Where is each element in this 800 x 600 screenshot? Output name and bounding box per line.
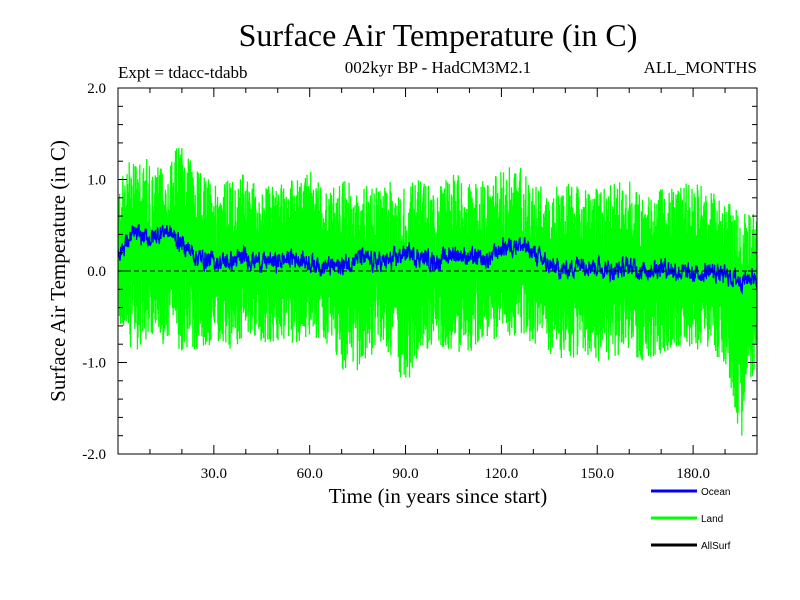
x-tick-label: 60.0 [297, 466, 323, 482]
chart-title: Surface Air Temperature (in C) [239, 17, 638, 53]
x-axis-label: Time (in years since start) [329, 484, 548, 508]
y-tick-label: -2.0 [82, 447, 106, 463]
subtitle-months: ALL_MONTHS [644, 58, 757, 77]
y-tick-label: 2.0 [87, 81, 106, 97]
x-tick-label: 180.0 [676, 466, 710, 482]
series-land-line [118, 148, 757, 436]
x-tick-label: 90.0 [392, 466, 418, 482]
y-tick-label: 1.0 [87, 173, 106, 189]
legend-label-ocean: Ocean [701, 487, 730, 498]
subtitle-period: 002kyr BP - HadCM3M2.1 [345, 58, 531, 77]
x-tick-label: 150.0 [580, 466, 614, 482]
x-tick-label: 120.0 [485, 466, 519, 482]
x-tick-label: 30.0 [201, 466, 227, 482]
y-tick-label: 0.0 [87, 264, 106, 280]
subtitle-experiment: Expt = tdacc-tdabb [118, 63, 247, 82]
legend-label-land: Land [701, 514, 723, 525]
series-ocean-line [118, 223, 757, 295]
plot-series-layer [118, 148, 757, 436]
legend-label-allsurf: AllSurf [701, 541, 731, 552]
y-tick-label: -1.0 [82, 356, 106, 372]
y-axis-label: Surface Air Temperature (in C) [46, 140, 70, 402]
legend: Ocean Land AllSurf [651, 487, 731, 552]
axis-layer: 30.0 60.0 90.0 120.0 150.0 180.0 -2.0 -1.0 0.0 1.… [82, 81, 758, 482]
